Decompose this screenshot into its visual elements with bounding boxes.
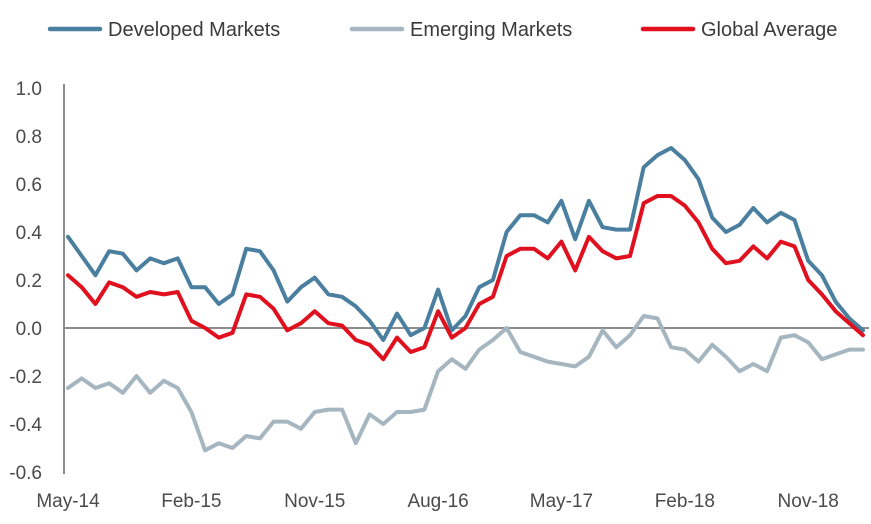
x-tick-label: Aug-16 — [407, 491, 468, 512]
x-tick-label: May-14 — [36, 491, 100, 512]
series-layer — [66, 146, 865, 453]
y-tick-label: 1.0 — [16, 79, 42, 100]
y-tick-label: -0.6 — [9, 463, 42, 484]
y-tick-label: 0.0 — [16, 319, 42, 340]
x-tick-label: Nov-15 — [284, 491, 345, 512]
chart-legend: Developed Markets Emerging Markets Global … — [47, 19, 837, 41]
series-line-emerging-markets — [66, 314, 865, 453]
legend-label: Emerging Markets — [410, 19, 572, 41]
y-tick-label: 0.4 — [16, 223, 43, 244]
legend-label: Global Average — [701, 19, 837, 41]
x-tick-label: May-17 — [530, 491, 593, 512]
x-tick-label: Nov-18 — [778, 491, 839, 512]
series-line-global-average — [66, 194, 865, 362]
legend-item-global-average: Global Average — [640, 19, 837, 41]
x-axis: May-14 Feb-15 Nov-15 Aug-16 May-17 Feb-18 Nov-… — [36, 491, 838, 512]
legend-item-developed-markets: Developed Markets — [47, 19, 280, 41]
y-tick-label: 0.6 — [16, 175, 42, 196]
y-tick-label: 0.8 — [16, 127, 42, 148]
x-tick-label: Feb-18 — [655, 491, 715, 512]
legend-item-emerging-markets: Emerging Markets — [349, 19, 572, 41]
series-line-developed-markets — [66, 146, 865, 342]
y-tick-label: 0.2 — [16, 271, 42, 292]
y-axis: 1.0 0.8 0.6 0.4 0.2 0.0 -0.2 -0.4 -0.6 — [9, 79, 869, 484]
x-tick-label: Feb-15 — [161, 491, 221, 512]
y-tick-label: -0.4 — [9, 415, 42, 436]
y-tick-label: -0.2 — [9, 367, 42, 388]
legend-label: Developed Markets — [108, 19, 280, 41]
